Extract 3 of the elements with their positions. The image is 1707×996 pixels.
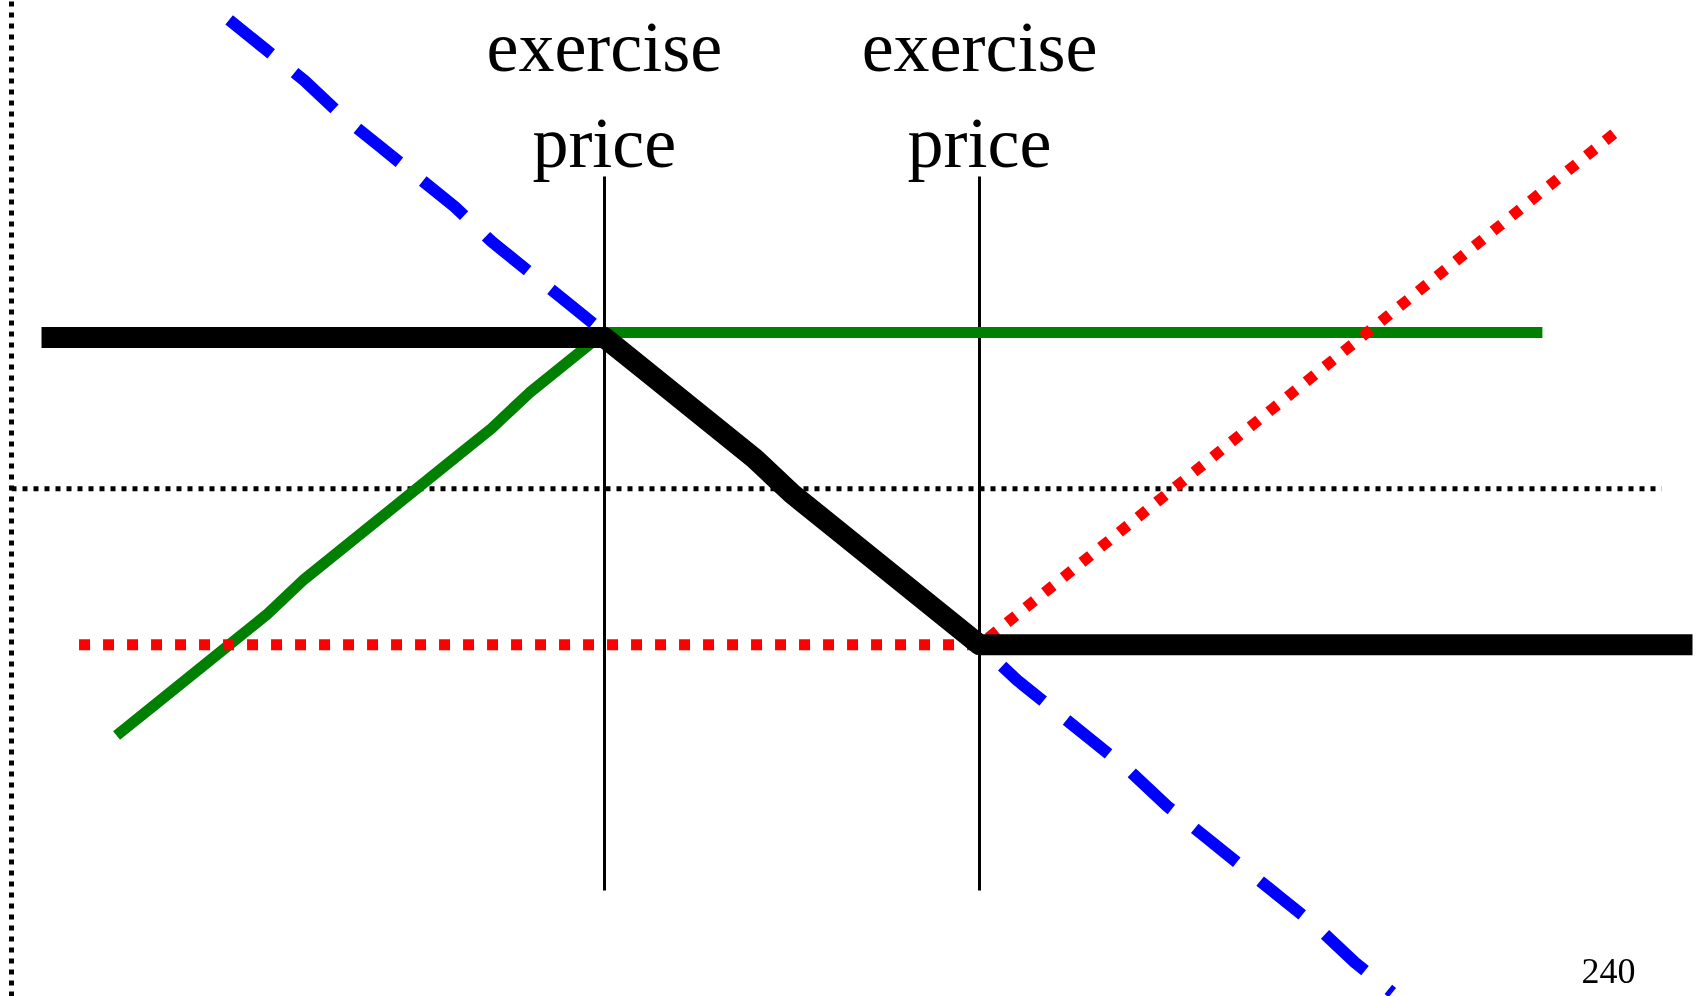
annotation: 240: [1581, 950, 1636, 991]
x-tick-label: exercise price: [486, 6, 723, 183]
x-tick-label: exercise price: [861, 6, 1098, 183]
